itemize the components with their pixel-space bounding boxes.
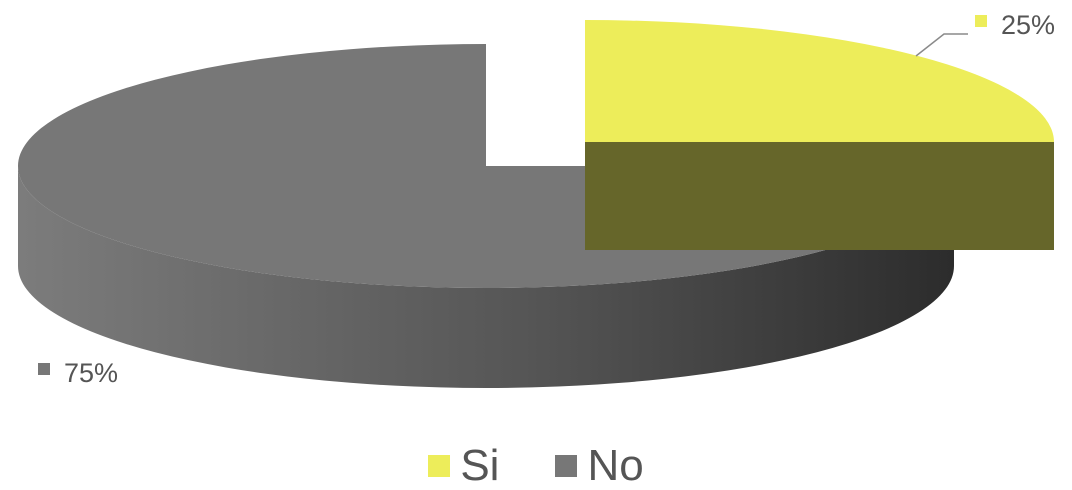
legend-swatch-no <box>555 455 578 477</box>
data-label-no: 75% <box>64 358 118 388</box>
pie-slice-si <box>585 19 1054 142</box>
data-label-si: 25% <box>1001 10 1055 40</box>
data-label-no-swatch <box>38 363 50 375</box>
legend-label-si: Si <box>460 441 500 490</box>
leader-line-si <box>915 33 968 57</box>
pie-slice-si-side <box>954 142 1054 250</box>
legend-swatch-si <box>428 455 451 477</box>
legend-item-no: No <box>555 441 644 490</box>
pie-slice-si-inner-wall <box>585 142 955 250</box>
legend-label-no: No <box>587 441 644 490</box>
pie-slice-no-side <box>18 166 954 388</box>
data-label-si-swatch <box>975 15 987 27</box>
legend-item-si: Si <box>428 444 499 488</box>
chart-legend: Si No <box>0 444 1072 488</box>
